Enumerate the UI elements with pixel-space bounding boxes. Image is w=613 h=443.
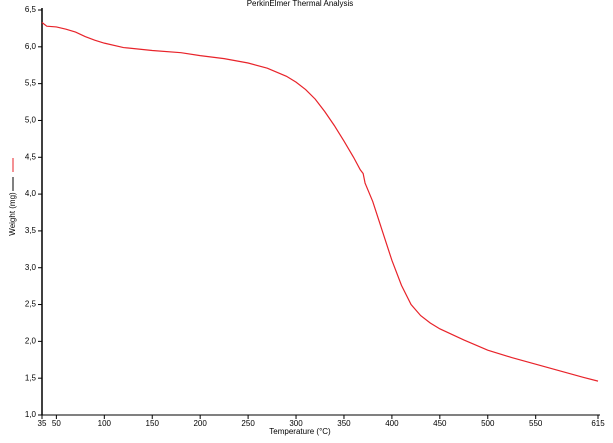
x-tick-label: 200 [193,419,207,428]
y-tick-label: 5,0 [25,116,37,125]
x-tick-label: 615 [591,419,605,428]
x-tick-label: 50 [52,419,61,428]
y-tick-label: 1,5 [25,373,37,382]
y-tick-label: 3,5 [25,226,37,235]
x-tick-label: 350 [337,419,351,428]
x-tick-label: 400 [385,419,399,428]
x-tick-label: 450 [433,419,447,428]
y-tick-label: 3,0 [25,263,37,272]
y-axis-label: Weight (mg) [8,192,17,236]
x-tick-label: 550 [529,419,543,428]
x-tick-label: 250 [241,419,255,428]
y-tick-label: 6,0 [25,42,37,51]
y-tick-label: 2,5 [25,300,37,309]
x-tick-label: 300 [289,419,303,428]
y-tick-label: 4,0 [25,189,37,198]
x-tick-label: 500 [481,419,495,428]
chart-title: PerkinElmer Thermal Analysis [247,0,354,8]
y-tick-label: 1,0 [25,410,37,419]
data-line [41,22,599,382]
y-tick-label: 4,5 [25,152,37,161]
x-tick-label: 35 [38,419,47,428]
y-tick-label: 2,0 [25,336,37,345]
x-tick-label: 100 [98,419,112,428]
y-tick-label: 5,5 [25,79,37,88]
x-tick-label: 150 [146,419,160,428]
y-tick-label: 6,5 [25,5,37,14]
x-axis-label: Temperature (°C) [269,427,331,436]
